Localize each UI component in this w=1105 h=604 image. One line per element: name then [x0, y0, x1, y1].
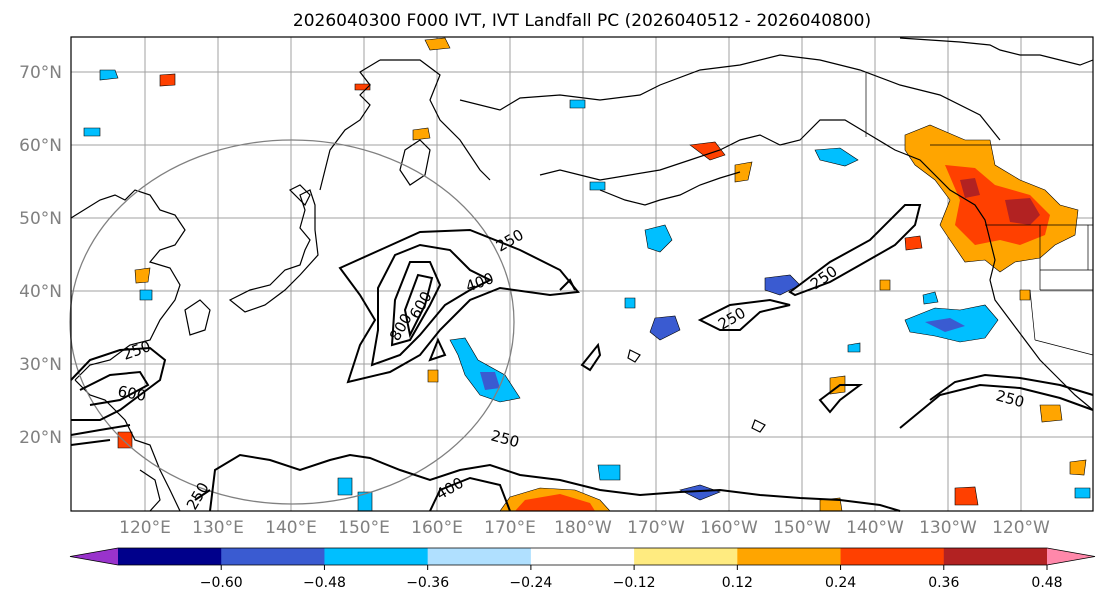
- ivt-contours: [70, 204, 1094, 512]
- lon-label: 170°W: [627, 518, 685, 538]
- colorbar-tick-label: 0.24: [825, 575, 856, 591]
- colorbar-tick-label: 0.36: [928, 575, 959, 591]
- colorbar-tick-label: 0.12: [722, 575, 753, 591]
- latitude-labels: 70°N 60°N 50°N 40°N 30°N 20°N: [19, 63, 62, 448]
- map-area: 250 400 800 600 250 250 250 600 250 400 …: [69, 36, 1094, 513]
- lat-label: 40°N: [19, 282, 62, 302]
- colorbar-segment: [530, 548, 635, 565]
- colorbar-tick-label: −0.48: [303, 575, 346, 591]
- lon-label: 130°W: [919, 518, 977, 538]
- landfall-radius-ring: [69, 139, 515, 505]
- lon-label: 150°E: [338, 518, 390, 538]
- lon-label: 160°E: [411, 518, 463, 538]
- colorbar-segment: [427, 548, 532, 565]
- lat-label: 70°N: [19, 63, 62, 83]
- colorbar-segment: [118, 548, 222, 565]
- colorbar-tick-label: −0.12: [613, 575, 656, 591]
- colorbar-tick-label: −0.60: [200, 575, 243, 591]
- lon-label: 160°W: [700, 518, 758, 538]
- coastlines: [70, 37, 1094, 512]
- lon-label: 120°W: [992, 518, 1050, 538]
- lon-label: 120°E: [119, 518, 171, 538]
- lon-label: 140°E: [265, 518, 317, 538]
- colorbar: −0.60 −0.48 −0.36 −0.24 −0.12 0.12 0.24 0.36 0.4…: [69, 547, 1096, 591]
- colorbar-segment: [221, 548, 325, 565]
- lat-label: 20°N: [19, 428, 62, 448]
- colorbar-segment: [840, 548, 945, 565]
- colorbar-extend-min: [70, 548, 118, 565]
- borders: [865, 72, 1094, 356]
- lon-label: 150°W: [773, 518, 831, 538]
- lat-label: 50°N: [19, 209, 62, 229]
- positive-anomaly-fills: [117, 37, 1087, 512]
- colorbar-tick-label: −0.24: [509, 575, 552, 591]
- map-title: 2026040300 F000 IVT, IVT Landfall PC (20…: [293, 11, 871, 31]
- lon-label: 170°E: [484, 518, 536, 538]
- lon-label: 130°E: [192, 518, 244, 538]
- colorbar-segment: [324, 548, 429, 565]
- lat-label: 60°N: [19, 136, 62, 156]
- longitude-labels: 120°E 130°E 140°E 150°E 160°E 170°E 180°…: [119, 518, 1050, 538]
- colorbar-extend-max: [1047, 548, 1095, 565]
- colorbar-segment: [634, 548, 738, 565]
- contour-label: 600: [116, 382, 147, 405]
- lat-label: 30°N: [19, 355, 62, 375]
- gridlines: [71, 37, 1093, 511]
- colorbar-segment: [737, 548, 842, 565]
- lon-label: 180°W: [554, 518, 612, 538]
- colorbar-tick-label: 0.48: [1031, 575, 1062, 591]
- negative-anomaly-fills: [83, 69, 1091, 512]
- colorbar-segment: [943, 548, 1048, 565]
- lon-label: 140°W: [846, 518, 904, 538]
- colorbar-tick-label: −0.36: [406, 575, 449, 591]
